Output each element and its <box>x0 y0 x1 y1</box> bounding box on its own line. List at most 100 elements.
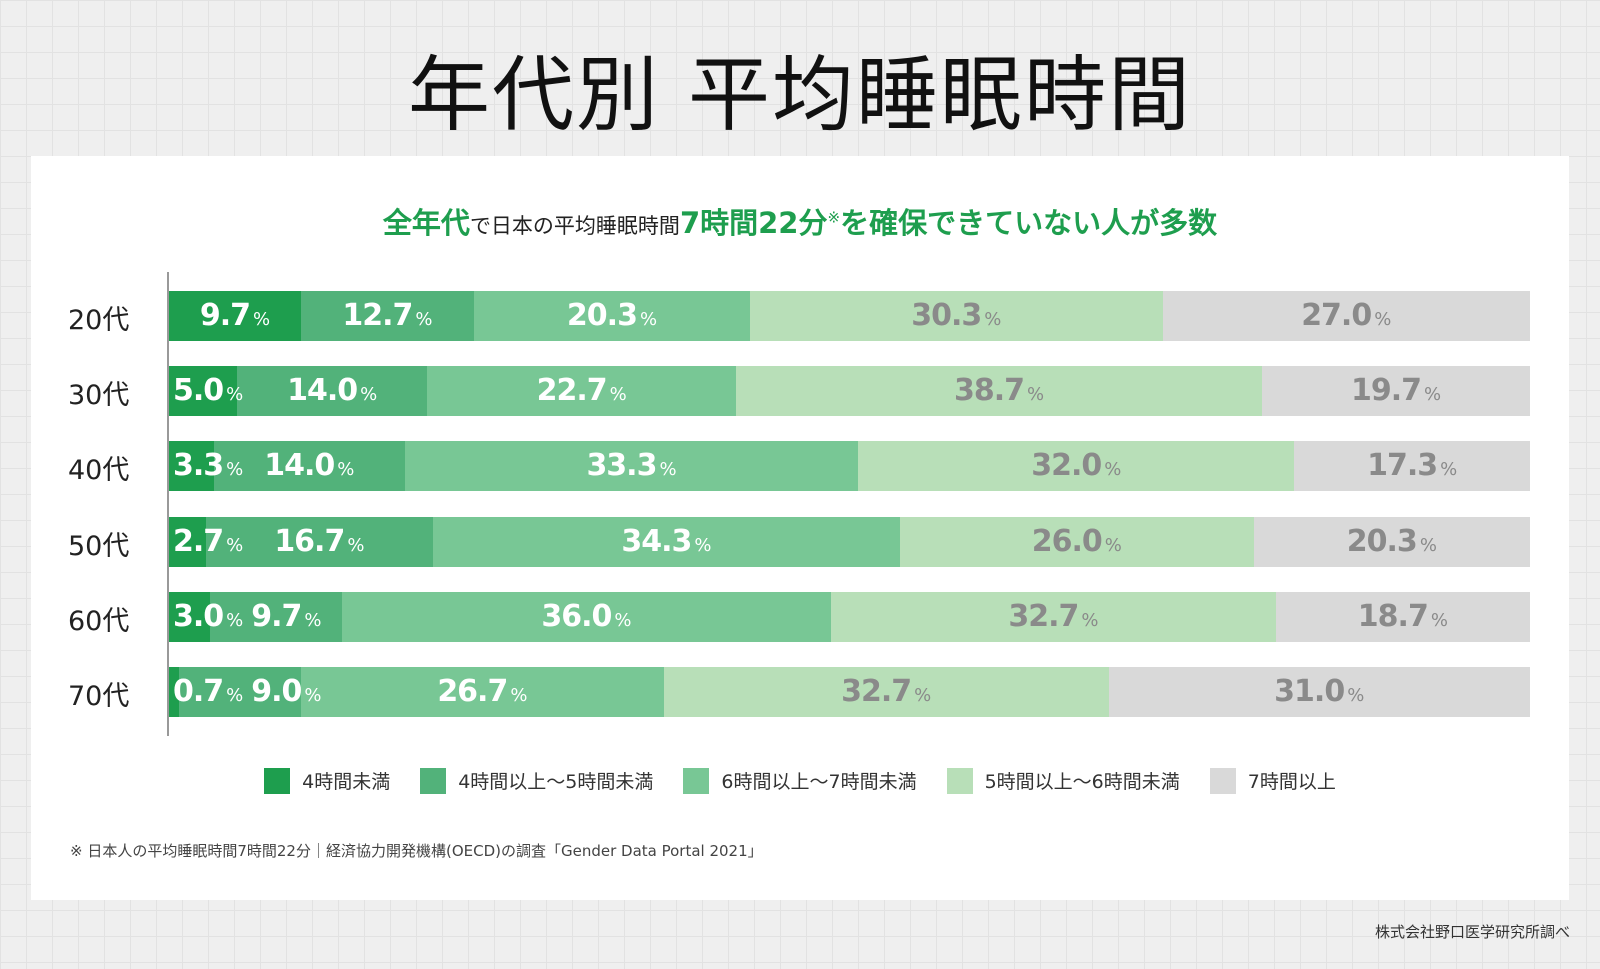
legend-label: 6時間以上〜7時間未満 <box>721 771 917 793</box>
data-label: 3.3% <box>173 441 243 491</box>
data-value: 27.0 <box>1301 298 1372 333</box>
percent-unit: % <box>304 685 322 706</box>
legend-swatch <box>420 767 447 794</box>
percent-unit: % <box>1104 534 1122 556</box>
data-label: 31.0% <box>1274 667 1364 717</box>
data-value: 14.0 <box>264 448 335 484</box>
data-label: 16.7% <box>274 517 364 567</box>
legend-swatch <box>264 767 291 794</box>
percent-unit: % <box>226 459 244 481</box>
percent-unit: % <box>639 309 658 330</box>
legend-label: 4時間未満 <box>302 771 391 793</box>
data-label: 32.7% <box>841 667 931 717</box>
legend-item: 6時間以上〜7時間未満 <box>683 767 917 794</box>
data-value: 9.0 <box>251 674 302 709</box>
legend-swatch <box>1209 767 1236 794</box>
chart-subtitle: 全年代で日本の平均睡眠時間7時間22分※を確保できていない人が多数 <box>0 200 1600 242</box>
data-label: 0.7% <box>173 667 243 717</box>
bar-segment <box>169 516 206 567</box>
data-value: 32.7 <box>1008 598 1079 634</box>
legend-swatch <box>946 767 973 794</box>
percent-unit: % <box>694 534 712 556</box>
data-label: 9.7% <box>200 291 270 341</box>
data-label: 38.7% <box>954 366 1044 416</box>
data-value: 32.7 <box>841 674 912 709</box>
bar-segment <box>433 516 900 567</box>
bar-segment <box>1253 516 1530 567</box>
data-label: 32.7% <box>1008 592 1098 642</box>
data-value: 3.3 <box>173 448 224 484</box>
bar-segment <box>473 291 751 341</box>
percent-unit: % <box>1424 384 1442 406</box>
percent-unit: % <box>1374 309 1392 330</box>
percent-unit: % <box>1440 459 1458 481</box>
data-label: 32.0% <box>1031 441 1121 491</box>
data-label: 20.3% <box>567 291 657 341</box>
data-value: 26.0 <box>1031 523 1103 559</box>
percent-unit: % <box>226 534 244 556</box>
data-value: 20.3 <box>1346 523 1418 559</box>
data-label: 30.3% <box>911 291 1001 341</box>
data-label: 12.7% <box>342 291 432 341</box>
percent-unit: % <box>1104 459 1122 481</box>
data-label: 3.0% <box>173 592 243 642</box>
legend-label: 4時間以上〜5時間未満 <box>458 771 654 793</box>
bar-segment <box>169 441 214 492</box>
data-label: 22.7% <box>537 366 627 416</box>
category-label: 20代 <box>68 305 130 336</box>
subtitle-part: を確保できていない人が多数 <box>840 206 1218 240</box>
subtitle-part: で日本の平均睡眠時間 <box>469 214 680 238</box>
percent-unit: % <box>609 384 627 406</box>
bar-segment <box>1262 366 1530 417</box>
data-value: 16.7 <box>274 523 345 559</box>
subtitle-part: 全年代 <box>382 206 470 240</box>
category-label: 30代 <box>68 380 130 412</box>
percent-unit: % <box>1419 534 1437 556</box>
bar-segment <box>831 591 1276 642</box>
bar-segment <box>169 291 302 341</box>
data-label: 26.7% <box>437 667 527 717</box>
credit: 株式会社野口医学研究所調べ <box>1374 923 1570 941</box>
percent-unit: % <box>226 384 244 406</box>
data-label: 2.7% <box>173 517 243 567</box>
data-label: 14.0% <box>287 366 377 416</box>
data-value: 18.7 <box>1357 598 1429 634</box>
percent-unit: % <box>360 384 378 406</box>
bar-segment <box>427 366 736 417</box>
data-label: 9.7% <box>251 592 321 642</box>
legend-item: 7時間以上 <box>1209 767 1336 794</box>
percent-unit: % <box>415 309 433 330</box>
legend-swatch <box>683 767 710 794</box>
percent-unit: % <box>304 609 322 631</box>
data-label: 34.3% <box>621 517 711 567</box>
data-label: 5.0% <box>173 366 243 416</box>
percent-unit: % <box>984 309 1002 330</box>
data-value: 19.7 <box>1351 373 1422 409</box>
data-value: 0.7 <box>173 674 224 709</box>
percent-unit: % <box>510 685 528 706</box>
data-value: 3.0 <box>173 598 224 634</box>
bar-segment <box>169 667 179 717</box>
percent-unit: % <box>1027 384 1045 406</box>
bar-segment <box>899 516 1254 567</box>
bar-segment <box>1162 291 1530 341</box>
data-value: 22.7 <box>536 373 608 409</box>
data-value: 31.0 <box>1274 674 1345 709</box>
data-value: 34.3 <box>621 523 692 559</box>
category-label: 40代 <box>68 455 130 487</box>
percent-unit: % <box>1081 609 1099 631</box>
bar-segment <box>236 366 428 417</box>
y-axis-line <box>167 272 169 736</box>
bar-segment <box>750 291 1163 341</box>
data-label: 9.0% <box>251 667 321 717</box>
bar-segment <box>209 591 342 642</box>
data-label: 19.7% <box>1351 366 1441 416</box>
data-value: 9.7 <box>199 298 251 333</box>
data-label: 27.0% <box>1301 291 1391 341</box>
data-label: 26.0% <box>1032 517 1122 567</box>
data-label: 36.0% <box>541 592 631 642</box>
bar-segment <box>300 667 664 717</box>
data-label: 18.7% <box>1358 592 1448 642</box>
data-value: 36.0 <box>541 598 612 634</box>
